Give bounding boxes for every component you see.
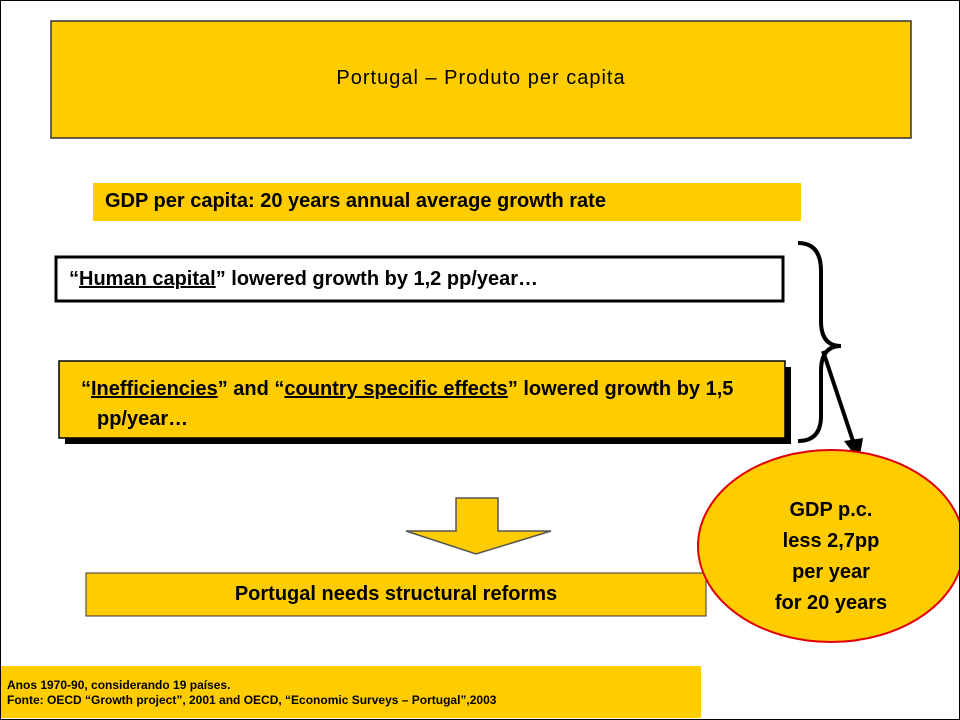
text: Human capital <box>79 268 216 290</box>
box2-text: “Inefficiencies” and “country specific e… <box>81 374 781 434</box>
box2 <box>58 360 786 439</box>
title-box <box>50 20 912 139</box>
subtitle-box <box>93 183 801 221</box>
text: less 2,7pp <box>782 530 880 552</box>
box1-text: “Human capital” lowered growth by 1,2 pp… <box>69 268 538 291</box>
text: ” and “ <box>217 378 285 400</box>
text: GDP p.c. <box>789 499 873 521</box>
text: Anos 1970-90, considerando 19 países. <box>7 678 231 692</box>
down-arrow <box>405 497 552 555</box>
text: for 20 years <box>774 592 888 614</box>
text: ” lowered growth by 1,2 pp/year… <box>215 268 538 290</box>
text: Inefficiencies <box>91 378 218 400</box>
text: “ <box>69 268 79 290</box>
box1 <box>54 255 785 303</box>
text: country specific effects <box>284 378 508 400</box>
text: Fonte: OECD “Growth project”, 2001 and O… <box>7 693 497 707</box>
footnote-box <box>1 666 701 718</box>
conclusion-box <box>85 572 707 617</box>
text: ” lowered growth by 1,5 pp/year… <box>97 378 734 430</box>
title: Portugal – Produto per capita <box>336 67 626 89</box>
footnote: Anos 1970-90, considerando 19 países. Fo… <box>7 678 496 708</box>
text: “ <box>81 378 91 400</box>
conclusion: Portugal needs structural reforms <box>234 583 558 605</box>
text: per year <box>792 561 870 583</box>
circle <box>697 449 959 643</box>
brace <box>797 241 842 443</box>
circle-text: GDP p.c. less 2,7pp per year for 20 year… <box>701 495 959 619</box>
subtitle: GDP per capita: 20 years annual average … <box>105 190 606 212</box>
arrow-line <box>821 350 855 442</box>
